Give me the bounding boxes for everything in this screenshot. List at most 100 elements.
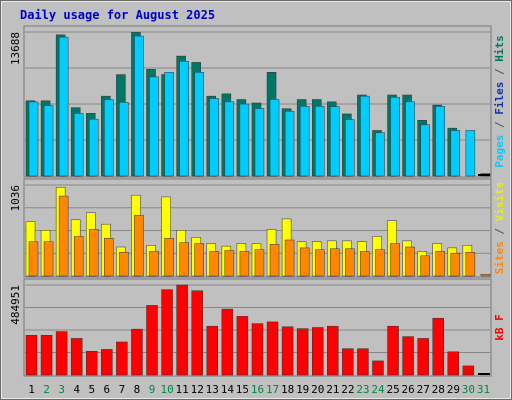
bar-sites-day-5 — [89, 229, 99, 277]
bar-sites-day-16 — [254, 249, 265, 277]
bar-sites-day-30 — [465, 252, 476, 277]
legend-entry-0: kB F — [493, 314, 506, 341]
bar-sites-day-17 — [269, 244, 280, 277]
x-tick-label-5: 5 — [88, 383, 95, 396]
bar-pages-day-12 — [194, 72, 204, 177]
bar-sites-day-15 — [239, 251, 250, 277]
bar-pages-day-28 — [435, 106, 445, 177]
legend-entry-2: Visits — [493, 182, 506, 222]
bar-pages-day-7 — [119, 102, 129, 177]
bar-kb-f-day-29 — [447, 351, 460, 376]
bar-pages-day-15 — [239, 103, 250, 177]
bar-sites-day-13 — [209, 251, 220, 277]
chart-panels: 13688 Pages / Files / Hits 1036 Sites / Vis… — [9, 25, 506, 377]
x-tick-label-27: 27 — [417, 383, 430, 396]
bar-pages-day-14 — [224, 101, 235, 177]
bar-pages-day-11 — [179, 61, 189, 177]
bar-pages-day-6 — [104, 99, 114, 177]
x-tick-label-15: 15 — [236, 383, 249, 396]
bar-kb-f-day-15 — [236, 316, 249, 376]
last-day-marker — [477, 174, 490, 176]
bar-sites-day-25 — [390, 243, 400, 277]
bar-pages-day-29 — [450, 130, 461, 177]
bar-sites-day-20 — [314, 249, 325, 277]
bar-sites-day-11 — [179, 242, 189, 277]
bar-kb-f-day-14 — [221, 308, 234, 376]
bar-pages-day-27 — [420, 124, 430, 177]
bar-sites-day-26 — [405, 246, 415, 277]
x-tick-label-28: 28 — [432, 383, 445, 396]
bar-kb-f-day-25 — [387, 325, 399, 376]
bar-kb-f-day-6 — [101, 349, 113, 376]
panel-legend: kB F — [493, 314, 506, 341]
bar-kb-f-day-17 — [266, 321, 279, 376]
panel-kbf: 484951 kB F — [9, 278, 506, 377]
x-tick-label-12: 12 — [191, 383, 204, 396]
bar-sites-day-27 — [420, 255, 430, 277]
bar-pages-day-22 — [345, 119, 355, 177]
bar-sites-day-4 — [73, 236, 84, 277]
x-tick-label-21: 21 — [326, 383, 339, 396]
bar-sites-day-10 — [164, 237, 174, 277]
legend-entry-0: Sites — [493, 241, 506, 274]
bar-pages-day-30 — [465, 130, 476, 177]
last-day-marker — [477, 373, 490, 375]
bar-kb-f-day-16 — [251, 323, 264, 376]
legend-entry-0: Pages — [493, 135, 506, 168]
bar-pages-day-13 — [209, 98, 220, 177]
bar-sites-day-24 — [375, 249, 385, 277]
bar-pages-day-1 — [28, 101, 39, 177]
x-tick-label-16: 16 — [251, 383, 264, 396]
x-tick-label-10: 10 — [160, 383, 173, 396]
bar-kb-f-day-8 — [131, 328, 143, 376]
panel-legend: Pages / Files / Hits — [493, 35, 506, 168]
bar-sites-day-22 — [345, 248, 355, 277]
x-tick-label-18: 18 — [281, 383, 294, 396]
bar-sites-day-7 — [119, 252, 129, 277]
bar-kb-f-day-23 — [357, 348, 369, 376]
y-axis-max-label: 1036 — [9, 185, 22, 212]
x-tick-label-29: 29 — [447, 383, 460, 396]
legend-entry-4: Hits — [493, 35, 506, 62]
x-tick-label-17: 17 — [266, 383, 279, 396]
bar-kb-f-day-7 — [116, 341, 128, 376]
bar-sites-day-19 — [299, 247, 310, 277]
bar-pages-day-5 — [89, 118, 99, 177]
bar-kb-f-day-22 — [342, 348, 354, 376]
bar-pages-day-2 — [43, 105, 54, 177]
bar-sites-day-8 — [134, 215, 144, 277]
bar-kb-f-day-11 — [176, 284, 188, 376]
bar-kb-f-day-3 — [55, 331, 68, 376]
legend-entry-1: / — [493, 221, 506, 241]
bar-sites-day-3 — [58, 195, 69, 277]
x-tick-label-4: 4 — [73, 383, 80, 396]
x-tick-label-13: 13 — [206, 383, 219, 396]
bar-sites-day-23 — [360, 251, 370, 277]
bar-pages-day-16 — [254, 108, 265, 177]
x-tick-label-8: 8 — [134, 383, 141, 396]
x-tick-label-24: 24 — [371, 383, 385, 396]
bar-sites-day-9 — [149, 251, 159, 277]
bar-kb-f-day-1 — [25, 335, 38, 376]
bar-sites-day-12 — [194, 243, 204, 277]
series-sites — [28, 195, 491, 277]
series-kb-f — [25, 284, 475, 376]
bar-sites-day-21 — [330, 248, 340, 277]
y-axis-max-label: 484951 — [9, 285, 22, 325]
x-axis-tick-labels: 1 2 3 4 5 6 7 8 9 10 11 12 13 14 15 16 17 18 19 20 21 22 23 24 2… — [28, 383, 490, 396]
chart-title: Daily usage for August 2025 — [20, 8, 215, 22]
x-tick-label-23: 23 — [356, 383, 369, 396]
bar-sites-day-6 — [104, 237, 114, 277]
bar-kb-f-day-19 — [296, 328, 309, 376]
bar-sites-day-14 — [224, 250, 235, 277]
x-tick-label-25: 25 — [386, 383, 399, 396]
x-tick-label-22: 22 — [341, 383, 354, 396]
x-tick-label-9: 9 — [149, 383, 156, 396]
bar-sites-day-2 — [43, 241, 54, 277]
bar-pages-day-21 — [330, 106, 340, 177]
bar-sites-day-29 — [450, 252, 461, 277]
bar-kb-f-day-20 — [311, 327, 324, 376]
x-tick-label-3: 3 — [58, 383, 65, 396]
